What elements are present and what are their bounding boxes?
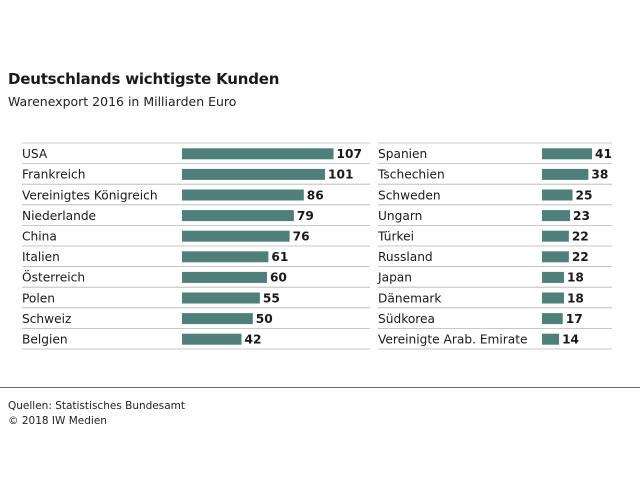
chart-subtitle: Warenexport 2016 in Milliarden Euro: [8, 94, 237, 109]
bar: [542, 313, 563, 325]
category-label: Japan: [377, 271, 412, 285]
category-label: Polen: [22, 291, 55, 305]
bar: [182, 230, 290, 242]
chart-panel-1: USA 107 Frankreich 101 Vereinigtes Königreic…: [22, 142, 370, 350]
bar: [542, 271, 564, 283]
data-label: 17: [566, 312, 583, 326]
data-label: 76: [293, 230, 310, 244]
bar: [182, 271, 267, 283]
copyright-text: © 2018 IW Medien: [8, 415, 107, 427]
data-label: 38: [591, 168, 608, 182]
category-label: Vereinigtes Königreich: [22, 188, 158, 202]
category-label: Tschechien: [377, 168, 445, 182]
bar: [182, 292, 260, 304]
bar: [542, 148, 593, 160]
bar: [542, 210, 571, 222]
category-label: Schweiz: [22, 312, 71, 326]
bar: [182, 333, 242, 345]
data-label: 101: [328, 168, 353, 182]
footer-source-block: Quellen: Statistisches Bundesamt © 2018 …: [8, 399, 185, 429]
bar: [542, 189, 573, 201]
data-label: 61: [271, 250, 288, 264]
category-label: China: [22, 230, 57, 244]
bar: [542, 230, 569, 242]
category-label: Belgien: [22, 333, 68, 347]
category-label: Frankreich: [22, 168, 85, 182]
data-label: 79: [297, 209, 314, 223]
data-label: 18: [567, 291, 584, 305]
data-label: 60: [270, 271, 287, 285]
category-label: Türkei: [377, 230, 414, 244]
source-text: Quellen: Statistisches Bundesamt: [8, 400, 186, 412]
category-label: Russland: [378, 250, 433, 264]
bar: [182, 210, 294, 222]
data-label: 22: [572, 230, 589, 244]
chart-panel-2: Spanien 41 Tschechien 38 Schweden 25 Ungarn 23 T…: [377, 142, 612, 350]
category-label: Ungarn: [378, 209, 422, 223]
bar-chart: USA 107 Frankreich 101 Vereinigtes Königreic…: [22, 142, 612, 350]
bar: [182, 313, 253, 325]
category-label: Italien: [22, 250, 60, 264]
category-label: Spanien: [378, 147, 427, 161]
chart-title: Deutschlands wichtigste Kunden: [8, 70, 280, 88]
data-label: 22: [572, 250, 589, 264]
bar: [542, 333, 560, 345]
data-label: 86: [307, 188, 324, 202]
data-label: 18: [567, 271, 584, 285]
category-label: Niederlande: [22, 209, 96, 223]
bar: [542, 251, 569, 263]
data-label: 50: [256, 312, 273, 326]
bar: [542, 168, 589, 180]
category-label: Schweden: [378, 188, 441, 202]
data-label: 42: [244, 333, 261, 347]
data-label: 23: [573, 209, 590, 223]
category-label: Dänemark: [378, 291, 442, 305]
category-label: Österreich: [22, 269, 85, 285]
bar: [182, 251, 269, 263]
data-label: 107: [337, 147, 362, 161]
bar: [182, 189, 304, 201]
data-label: 25: [576, 188, 593, 202]
data-label: 14: [562, 333, 579, 347]
data-label: 55: [263, 291, 280, 305]
bar: [542, 292, 564, 304]
footer-divider: [0, 387, 640, 388]
bar: [182, 168, 326, 180]
category-label: Südkorea: [378, 312, 435, 326]
category-label: USA: [22, 147, 48, 161]
data-label: 41: [595, 147, 612, 161]
bar: [182, 148, 334, 160]
category-label: Vereinigte Arab. Emirate: [378, 333, 528, 347]
